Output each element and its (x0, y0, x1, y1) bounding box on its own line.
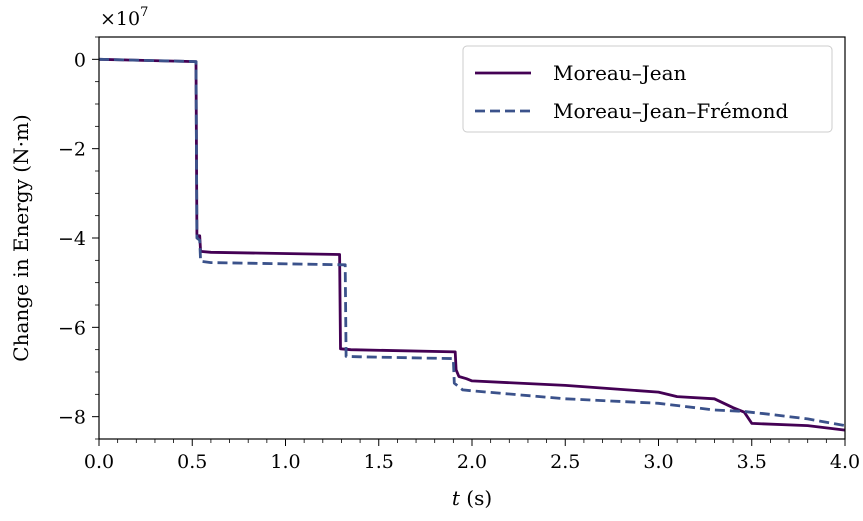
y-tick-label: −4 (58, 228, 86, 250)
y-tick-label: −8 (58, 407, 86, 429)
y-tick-label: 0 (74, 49, 86, 71)
x-tick-label: 0.0 (84, 451, 114, 473)
series-line-1 (98, 57, 846, 427)
legend-box (462, 45, 833, 133)
x-axis-label: t (s) (452, 486, 492, 510)
series-line-0 (98, 57, 846, 432)
x-tick-label: 4.0 (830, 451, 860, 473)
x-tick-label: 1.0 (270, 451, 300, 473)
y-axis-label: Change in Energy (N·m) (9, 114, 33, 361)
x-tick-label: 1.5 (364, 451, 394, 473)
x-tick-label: 3.0 (643, 451, 673, 473)
series-group (98, 57, 846, 432)
x-tick-label: 0.5 (177, 451, 207, 473)
y-tick-label: −2 (58, 139, 86, 161)
x-tick-label: 2.0 (457, 451, 487, 473)
legend: Moreau–Jean Moreau–Jean–Frémond (462, 45, 833, 133)
x-tick-label: 3.5 (737, 451, 767, 473)
x-tick-label: 2.5 (550, 451, 580, 473)
y-tick-label: −6 (58, 317, 86, 339)
legend-label-moreau-jean: Moreau–Jean (553, 61, 686, 85)
legend-label-moreau-jean-fremond: Moreau–Jean–Frémond (553, 99, 789, 123)
plot-frame (98, 36, 846, 440)
tick-group: 0.0 0.5 1.0 1.5 2.0 2.5 3.0 3.5 4.0 0 −2 −4 −6 −8 (58, 36, 860, 473)
y-offset-label: ×107 (100, 5, 148, 30)
